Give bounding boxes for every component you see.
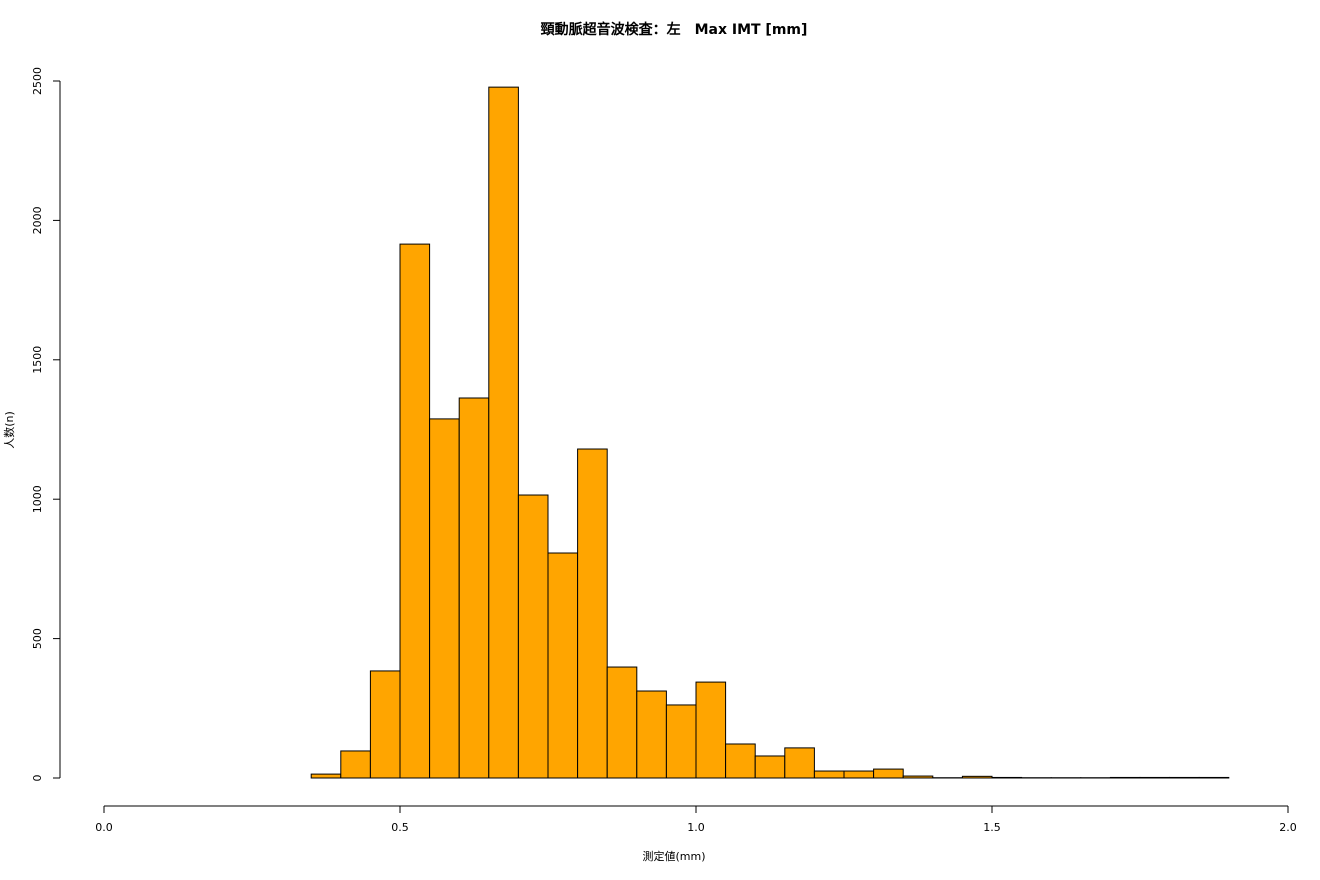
- y-tick-label: 500: [31, 628, 44, 649]
- y-tick-label: 2000: [31, 206, 44, 234]
- bar: [340, 750, 371, 779]
- x-tick-label: 2.0: [1279, 821, 1297, 834]
- x-tick-label: 0.5: [391, 821, 409, 834]
- bar: [784, 747, 815, 779]
- bar: [310, 773, 342, 779]
- bar: [577, 448, 608, 779]
- x-axis-label: 測定値(mm): [642, 849, 705, 863]
- chart-title: 頸動脈超音波検査：左 Max IMT [mm]: [541, 21, 808, 38]
- bar: [961, 775, 993, 779]
- bar: [429, 418, 460, 779]
- y-tick-label: 0: [31, 775, 44, 782]
- bar: [547, 552, 579, 779]
- bar: [458, 397, 490, 779]
- y-tick-label: 1500: [31, 346, 44, 374]
- bar: [1198, 776, 1230, 779]
- bar: [369, 670, 401, 779]
- y-tick-label: 2500: [31, 67, 44, 95]
- bar: [665, 704, 697, 779]
- bar: [725, 743, 756, 779]
- bar: [1169, 776, 1200, 779]
- bar: [813, 770, 845, 779]
- bar: [606, 666, 638, 779]
- x-tick-label: 1.5: [983, 821, 1001, 834]
- bar: [636, 690, 667, 779]
- bar: [843, 770, 875, 779]
- y-tick-label: 1000: [31, 485, 44, 513]
- bar: [991, 776, 1023, 779]
- bar: [695, 681, 727, 779]
- bar: [1139, 776, 1171, 779]
- bar: [754, 755, 786, 779]
- y-axis-label: 人数(n): [3, 411, 16, 449]
- bar: [399, 243, 431, 779]
- bar: [517, 494, 549, 779]
- x-tick-label: 1.0: [687, 821, 705, 834]
- bar: [902, 775, 934, 779]
- bar: [1109, 776, 1141, 779]
- x-tick-label: 0.0: [95, 821, 113, 834]
- bar: [488, 86, 519, 779]
- bar: [873, 768, 904, 779]
